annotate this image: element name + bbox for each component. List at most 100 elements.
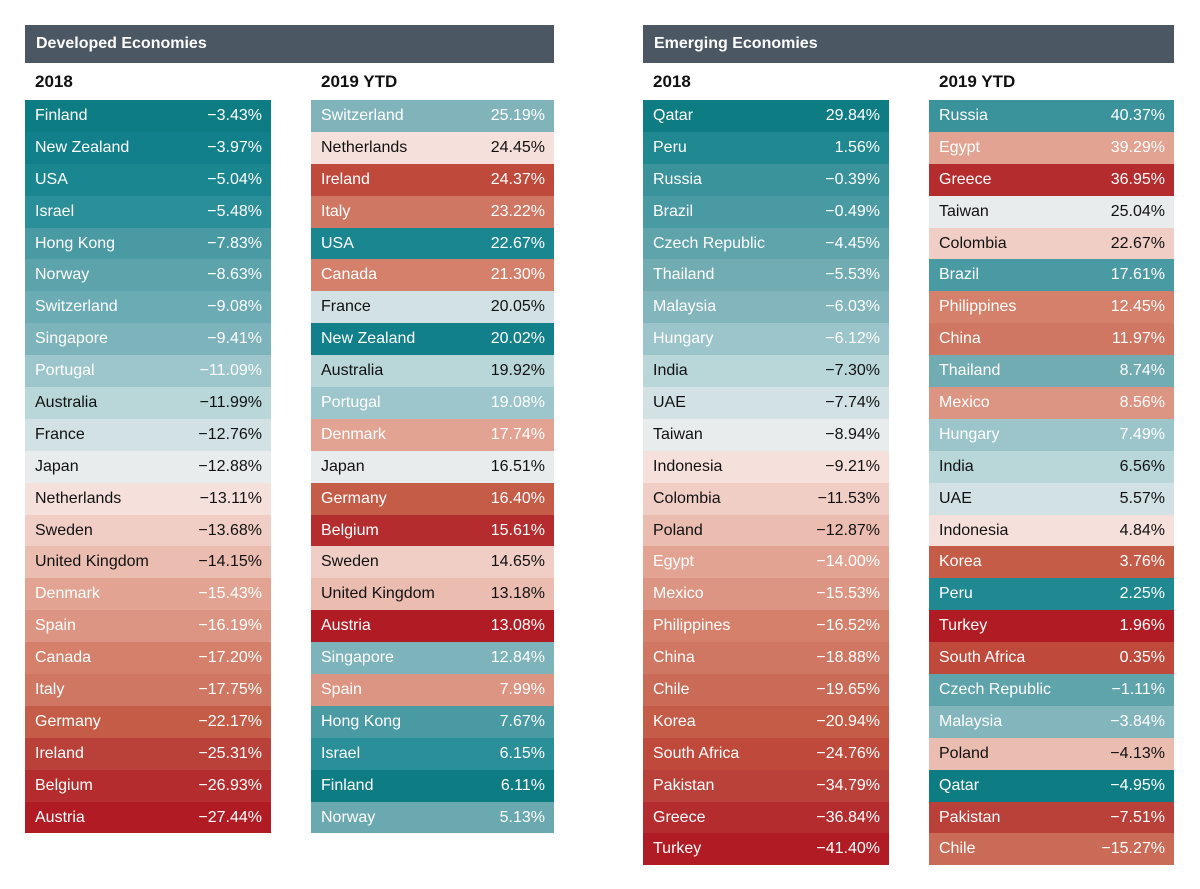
emerging-2019-title: 2019 YTD (939, 72, 1016, 91)
country-name: Canada (35, 649, 92, 667)
table-row: Italy −17.75% (25, 674, 271, 706)
table-row: Taiwan −8.94% (643, 418, 889, 451)
country-name: New Zealand (321, 330, 416, 348)
return-value: 2.25% (1119, 585, 1165, 603)
return-value: 23.22% (490, 202, 545, 220)
table-row: Belgium −26.93% (25, 769, 271, 802)
country-name: Canada (321, 266, 378, 284)
table-row: Hong Kong −7.83% (25, 227, 271, 260)
table-row: New Zealand 20.02% (311, 323, 554, 356)
table-row: Czech Republic −1.11% (929, 674, 1174, 706)
return-value: −9.21% (825, 457, 880, 475)
country-name: Russia (653, 170, 702, 188)
country-name: Australia (321, 362, 384, 380)
country-name: Pakistan (653, 776, 715, 794)
table-row: Norway 5.13% (311, 801, 554, 834)
table-row: Australia −11.99% (25, 387, 271, 419)
return-value: −3.43% (207, 106, 262, 124)
table-row: Spain −16.19% (25, 610, 271, 643)
country-name: Belgium (35, 776, 93, 794)
table-row: Austria −27.44% (25, 801, 271, 834)
return-value: 36.95% (1110, 170, 1165, 188)
table-row: South Africa −24.76% (643, 737, 889, 770)
return-value: −41.40% (816, 840, 880, 858)
table-row: Colombia 22.67% (929, 227, 1174, 260)
country-name: Belgium (321, 521, 379, 539)
return-value: 7.49% (1119, 425, 1165, 443)
table-row: Philippines −16.52% (643, 610, 889, 643)
table-row: Pakistan −7.51% (929, 801, 1174, 834)
table-row: Germany 16.40% (311, 482, 554, 515)
country-name: Austria (321, 617, 371, 635)
table-row: Finland 6.11% (311, 769, 554, 802)
country-name: Ireland (35, 744, 84, 762)
country-name: Russia (939, 106, 988, 124)
country-name: UAE (939, 489, 972, 507)
country-name: Indonesia (653, 457, 723, 475)
return-value: 25.19% (490, 106, 545, 124)
emerging-2019-table: Russia 40.37% Egypt 39.29% Greece 36.95% Taiwa… (929, 100, 1174, 866)
return-value: −8.63% (207, 266, 262, 284)
table-row: Germany −22.17% (25, 705, 271, 738)
country-name: Portugal (321, 393, 381, 411)
table-row: Denmark −15.43% (25, 578, 271, 611)
country-name: Netherlands (35, 489, 122, 507)
table-row: Chile −15.27% (929, 833, 1174, 866)
country-name: Switzerland (35, 298, 118, 316)
table-row: Indonesia −9.21% (643, 450, 889, 483)
table-row: Malaysia −3.84% (929, 705, 1174, 738)
table-row: Japan −12.88% (25, 450, 271, 483)
return-value: 17.61% (1110, 266, 1165, 284)
country-name: Japan (321, 457, 365, 475)
country-name: Italy (321, 202, 351, 220)
table-row: Hong Kong 7.67% (311, 705, 554, 738)
table-row: Brazil 17.61% (929, 259, 1174, 292)
return-value: −7.30% (825, 362, 880, 380)
table-row: Israel −5.48% (25, 195, 271, 228)
return-value: −5.53% (825, 266, 880, 284)
country-name: UAE (653, 393, 686, 411)
return-value: 20.02% (490, 330, 545, 348)
developed-2018-title: 2018 (35, 72, 73, 91)
return-value: −17.20% (198, 649, 262, 667)
emerging-header: Emerging Economies (643, 25, 1174, 63)
return-value: −4.95% (1110, 776, 1165, 794)
country-name: Portugal (35, 362, 95, 380)
return-value: −3.84% (1110, 712, 1165, 730)
return-value: −0.39% (825, 170, 880, 188)
country-name: Korea (653, 712, 696, 730)
table-row: South Africa 0.35% (929, 642, 1174, 675)
table-row: Thailand −5.53% (643, 259, 889, 292)
return-value: 24.45% (490, 138, 545, 156)
country-name: Greece (939, 170, 992, 188)
country-name: South Africa (939, 649, 1026, 667)
table-row: Russia −0.39% (643, 163, 889, 196)
return-value: 39.29% (1110, 138, 1165, 156)
country-name: France (35, 425, 85, 443)
table-row: Norway −8.63% (25, 259, 271, 292)
return-value: −15.43% (198, 585, 262, 603)
table-row: Canada 21.30% (311, 259, 554, 292)
table-row: Belgium 15.61% (311, 514, 554, 547)
table-row: China −18.88% (643, 642, 889, 675)
table-row: United Kingdom 13.18% (311, 578, 554, 611)
return-value: −15.27% (1101, 840, 1165, 858)
country-name: Israel (321, 744, 361, 762)
return-value: −5.48% (207, 202, 262, 220)
return-value: 5.57% (1119, 489, 1165, 507)
return-value: 13.18% (490, 585, 545, 603)
table-row: Brazil −0.49% (643, 195, 889, 228)
country-name: Philippines (939, 298, 1017, 316)
country-name: Brazil (653, 202, 694, 220)
return-value: −6.12% (825, 330, 880, 348)
developed-2019-table: Switzerland 25.19% Netherlands 24.45% Irelan… (311, 100, 554, 834)
country-name: Netherlands (321, 138, 408, 156)
return-value: 14.65% (490, 553, 545, 571)
country-name: Malaysia (939, 712, 1003, 730)
country-name: Singapore (35, 330, 108, 348)
emerging-2018-table: Qatar 29.84% Peru 1.56% Russia −0.39% Brazil −0… (643, 100, 889, 866)
table-row: Netherlands −13.11% (25, 482, 271, 515)
return-value: −7.51% (1110, 808, 1165, 826)
country-name: Malaysia (653, 298, 717, 316)
country-name: Spain (321, 680, 362, 698)
